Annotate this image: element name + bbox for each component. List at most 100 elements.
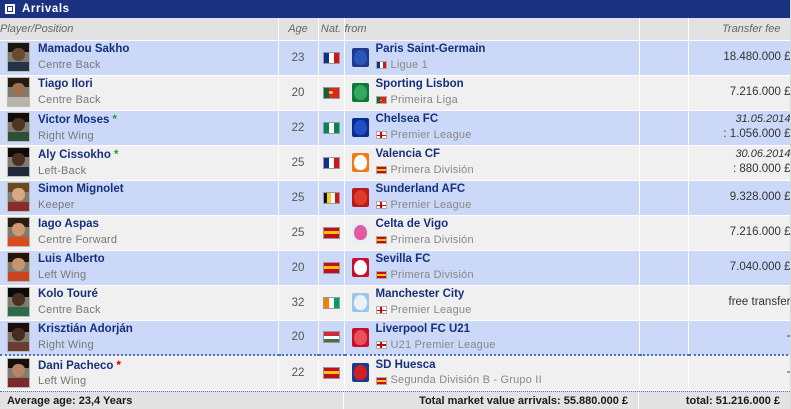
player-cell[interactable]: Tiago Ilori Centre Back <box>0 75 279 111</box>
flag-england <box>375 201 387 210</box>
table-row[interactable]: Luis Alberto Left Wing 20 Sevilla FC Pri… <box>0 250 790 286</box>
club-name[interactable]: Valencia CF <box>375 148 441 161</box>
club-name[interactable]: Sporting Lisbon <box>375 78 464 91</box>
player-cell[interactable]: Victor Moses * Right Wing <box>0 110 279 146</box>
from-club-cell[interactable]: Celta de Vigo Primera División <box>344 215 640 251</box>
from-club-cell[interactable]: Valencia CF Primera División <box>344 145 640 181</box>
league-name[interactable]: Premier League <box>375 128 472 143</box>
crest-huesca[interactable] <box>351 363 369 383</box>
crest-chelsea[interactable] <box>351 117 369 137</box>
column-header-nat[interactable]: Nat. <box>318 18 345 41</box>
from-club-cell[interactable]: Chelsea FC Premier League <box>344 110 640 146</box>
avatar <box>7 217 30 248</box>
player-cell[interactable]: Luis Alberto Left Wing <box>0 250 279 286</box>
league-name[interactable]: Segunda División B - Grupo II <box>375 373 542 388</box>
crest-paris-saint-germain[interactable] <box>351 47 369 67</box>
flag-spain <box>375 236 387 245</box>
player-nationality <box>318 145 345 181</box>
player-name[interactable]: Dani Pacheco <box>38 359 114 372</box>
from-club-cell[interactable]: Liverpool FC U21 U21 Premier League <box>344 320 640 356</box>
player-cell[interactable]: Simon Mignolet Keeper <box>0 180 279 216</box>
crest-sevilla[interactable] <box>351 257 369 277</box>
league-name[interactable]: Ligue 1 <box>375 58 486 73</box>
club-name[interactable]: Paris Saint-Germain <box>375 43 486 56</box>
club-name[interactable]: SD Huesca <box>375 358 436 371</box>
column-header-fee[interactable]: Transfer fee <box>688 18 790 41</box>
transfer-fee-value: 18.480.000 £ <box>723 50 791 63</box>
flag-portugal <box>375 96 387 105</box>
crest-celta-vigo[interactable] <box>351 222 369 242</box>
player-name[interactable]: Luis Alberto <box>38 253 105 266</box>
avatar <box>7 287 30 318</box>
player-name[interactable]: Aly Cissokho <box>38 149 111 162</box>
player-position: Keeper <box>38 198 75 211</box>
club-name[interactable]: Chelsea FC <box>375 113 439 126</box>
column-header-player[interactable]: Player/Position <box>0 18 279 41</box>
club-name[interactable]: Manchester City <box>375 288 465 301</box>
loan-marker-icon: * <box>113 147 119 162</box>
player-name[interactable]: Krisztián Adorján <box>38 323 133 336</box>
league-name[interactable]: Premier League <box>375 198 472 213</box>
player-position: Left Wing <box>38 268 87 281</box>
player-name[interactable]: Iago Aspas <box>38 218 99 231</box>
table-row[interactable]: Tiago Ilori Centre Back 20 Sporting Lisb… <box>0 75 790 111</box>
player-name[interactable]: Victor Moses <box>38 114 110 127</box>
from-club-cell[interactable]: Paris Saint-Germain Ligue 1 <box>344 40 640 76</box>
club-name[interactable]: Liverpool FC U21 <box>375 323 471 336</box>
table-row[interactable]: Aly Cissokho * Left-Back 25 Valencia CF P… <box>0 145 790 181</box>
table-row[interactable]: Mamadou Sakho Centre Back 23 Paris Saint… <box>0 40 791 76</box>
crest-manchester-city[interactable] <box>351 292 369 312</box>
from-club-cell[interactable]: Sevilla FC Primera División <box>344 250 640 286</box>
from-club-cell[interactable]: SD Huesca Segunda División B - Grupo II <box>344 354 640 391</box>
player-age: 25 <box>278 180 319 216</box>
table-row[interactable]: Krisztián Adorján Right Wing 20 Liverpoo… <box>0 320 790 356</box>
player-nationality <box>318 354 345 391</box>
player-cell[interactable]: Krisztián Adorján Right Wing <box>0 320 279 356</box>
player-cell[interactable]: Mamadou Sakho Centre Back <box>0 40 279 76</box>
player-nationality <box>318 320 345 356</box>
player-name[interactable]: Simon Mignolet <box>38 183 124 196</box>
player-position: Left-Back <box>38 164 87 177</box>
table-body: Mamadou Sakho Centre Back 23 Paris Saint… <box>0 40 791 391</box>
crest-sunderland[interactable] <box>351 187 369 207</box>
table-row[interactable]: Victor Moses * Right Wing 22 Chelsea FC P… <box>0 110 790 146</box>
club-name[interactable]: Sunderland AFC <box>375 183 466 196</box>
flag-france <box>375 61 387 70</box>
player-name[interactable]: Mamadou Sakho <box>38 43 130 56</box>
player-nationality <box>318 75 345 111</box>
spacer-cell <box>639 110 689 146</box>
from-club-cell[interactable]: Manchester City Premier League <box>344 285 640 321</box>
table-row[interactable]: Kolo Touré Centre Back 32 Manchester Cit… <box>0 285 790 321</box>
player-cell[interactable]: Kolo Touré Centre Back <box>0 285 279 321</box>
league-name[interactable]: Primeira Liga <box>375 93 464 108</box>
player-name[interactable]: Tiago Ilori <box>38 78 93 91</box>
flag-nigeria <box>322 121 340 134</box>
league-name[interactable]: Primera División <box>375 163 474 178</box>
footer-total: total: 51.216.000 £ <box>685 394 780 407</box>
flag-spain <box>322 226 340 239</box>
club-name[interactable]: Sevilla FC <box>375 253 431 266</box>
league-name[interactable]: Primera División <box>375 268 474 283</box>
crest-liverpool[interactable] <box>351 327 369 347</box>
crest-sporting-lisbon[interactable] <box>351 82 369 102</box>
league-name[interactable]: Premier League <box>375 303 472 318</box>
club-name[interactable]: Celta de Vigo <box>375 218 449 231</box>
league-name[interactable]: Primera División <box>375 233 474 248</box>
avatar <box>7 182 30 213</box>
player-nationality <box>318 215 345 251</box>
table-row[interactable]: Iago Aspas Centre Forward 25 Celta de Vi… <box>0 215 790 251</box>
from-club-cell[interactable]: Sporting Lisbon Primeira Liga <box>344 75 640 111</box>
player-name[interactable]: Kolo Touré <box>38 288 98 301</box>
table-row[interactable]: Simon Mignolet Keeper 25 Sunderland AFC … <box>0 180 790 216</box>
crest-valencia[interactable] <box>351 152 369 172</box>
player-cell[interactable]: Aly Cissokho * Left-Back <box>0 145 279 181</box>
column-header-age[interactable]: Age <box>278 18 319 41</box>
player-cell[interactable]: Iago Aspas Centre Forward <box>0 215 279 251</box>
player-age: 23 <box>278 40 319 76</box>
avatar <box>7 42 30 73</box>
player-cell[interactable]: Dani Pacheco * Left Wing <box>0 354 279 391</box>
table-row[interactable]: Dani Pacheco * Left Wing 22 SD Huesca Seg… <box>0 354 790 391</box>
league-name[interactable]: U21 Premier League <box>375 338 496 353</box>
from-club-cell[interactable]: Sunderland AFC Premier League <box>344 180 640 216</box>
column-header-from[interactable]: from <box>344 18 640 41</box>
